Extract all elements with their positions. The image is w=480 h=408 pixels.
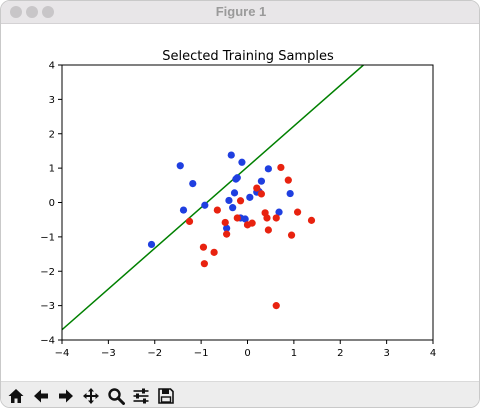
data-point-series-2: [210, 248, 218, 256]
data-point-series-1: [264, 165, 272, 173]
y-tick-label: 4: [49, 61, 55, 72]
plot-area: [62, 65, 433, 340]
data-point-series-1: [241, 215, 249, 223]
x-tick-label: 4: [430, 348, 436, 359]
data-point-series-1: [189, 179, 197, 188]
data-point-series-2: [223, 230, 231, 238]
data-point-series-2: [272, 214, 280, 222]
floppy-disk-icon: [158, 388, 174, 404]
arrow-left-icon: [34, 389, 48, 403]
close-window-button[interactable]: [10, 6, 22, 18]
data-point-series-1: [179, 206, 188, 214]
data-point-series-2: [284, 176, 292, 184]
y-tick-label: 3: [49, 95, 55, 106]
data-point-series-1: [227, 151, 235, 159]
y-tick-label: 2: [49, 129, 55, 140]
arrow-right-icon: [59, 389, 73, 403]
data-point-series-2: [263, 214, 271, 222]
zoom-button[interactable]: [105, 385, 127, 407]
home-button[interactable]: [5, 385, 27, 407]
x-tick-label: −3: [101, 348, 116, 359]
pan-button[interactable]: [80, 385, 102, 407]
data-point-series-1: [229, 204, 237, 212]
x-tick-label: 0: [244, 348, 250, 359]
figure-canvas[interactable]: Selected Training Samples −4 −3 −2 −1 0 1 2 3 4 −…: [1, 24, 479, 379]
data-point-series-2: [199, 243, 208, 251]
x-tick-label: 3: [383, 348, 389, 359]
data-point-series-1: [223, 224, 231, 232]
y-tick-label: 1: [49, 164, 55, 175]
home-icon: [8, 389, 24, 403]
y-tick-label: −2: [40, 267, 55, 278]
data-point-series-1: [230, 189, 239, 197]
data-point-series-2: [213, 206, 221, 214]
data-point-series-2: [272, 302, 280, 310]
data-point-series-2: [221, 218, 229, 227]
data-point-series-1: [176, 162, 184, 170]
data-point-series-2: [257, 190, 266, 198]
data-point-series-1: [233, 174, 241, 182]
data-point-series-2: [248, 219, 256, 227]
forward-button[interactable]: [55, 385, 77, 407]
minimize-window-button[interactable]: [26, 6, 38, 18]
chart-title: Selected Training Samples: [162, 49, 334, 64]
y-tick-label: −4: [40, 336, 55, 347]
data-point-series-2: [293, 208, 302, 216]
x-tick-label: 1: [291, 348, 297, 359]
x-tick-label: −1: [194, 348, 209, 359]
scatter-plot: Selected Training Samples −4 −3 −2 −1 0 1 2 3 4 −…: [40, 49, 436, 359]
y-tick-label: −3: [40, 301, 55, 312]
y-tick-label: 0: [49, 198, 55, 209]
data-point-series-1: [257, 177, 266, 185]
data-point-series-1: [201, 201, 209, 209]
data-point-series-2: [277, 163, 285, 172]
move-icon: [83, 388, 99, 404]
x-tick-label: −4: [55, 348, 70, 359]
data-point-series-1: [286, 189, 294, 198]
maximize-window-button[interactable]: [42, 6, 54, 18]
save-button[interactable]: [155, 385, 177, 407]
navigation-toolbar: [1, 381, 479, 407]
y-tick-label: −1: [40, 232, 55, 243]
data-point-series-1: [246, 193, 254, 201]
back-button[interactable]: [30, 385, 52, 407]
sliders-icon: [133, 388, 149, 404]
data-point-series-1: [275, 208, 283, 216]
data-point-series-1: [238, 158, 246, 166]
data-point-series-2: [264, 226, 272, 234]
data-point-series-2: [200, 260, 208, 268]
title-bar: Figure 1: [1, 1, 479, 24]
data-point-series-1: [147, 240, 156, 249]
magnifier-icon: [108, 388, 125, 405]
data-point-series-2: [287, 231, 296, 239]
data-point-series-1: [225, 196, 233, 205]
data-point-series-2: [253, 184, 261, 192]
x-tick-label: −2: [147, 348, 162, 359]
configure-subplots-button[interactable]: [130, 385, 152, 407]
x-tick-label: 2: [337, 348, 343, 359]
data-point-series-2: [307, 216, 316, 224]
decision-line: [62, 65, 364, 331]
data-point-series-2: [236, 197, 245, 205]
data-point-series-2: [185, 217, 194, 226]
window-title: Figure 1: [215, 4, 267, 19]
data-point-series-2: [233, 214, 241, 222]
